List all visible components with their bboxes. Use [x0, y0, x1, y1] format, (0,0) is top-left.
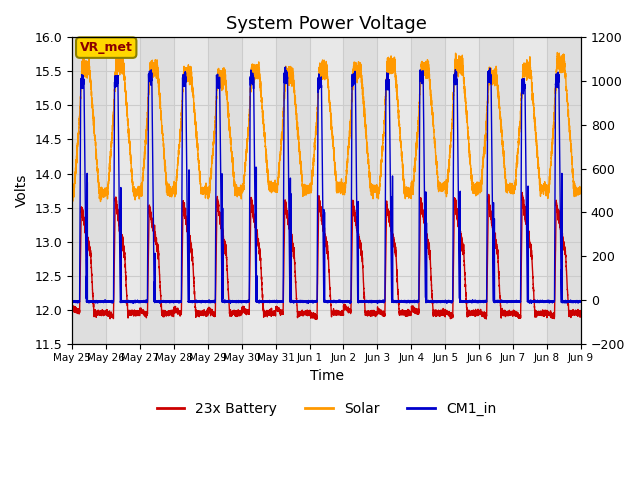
Bar — [72, 37, 106, 344]
Bar — [344, 37, 378, 344]
Y-axis label: Volts: Volts — [15, 174, 29, 207]
Bar — [547, 37, 581, 344]
X-axis label: Time: Time — [310, 369, 344, 383]
Bar — [276, 37, 310, 344]
Text: VR_met: VR_met — [80, 41, 132, 54]
Bar — [208, 37, 242, 344]
Bar — [140, 37, 174, 344]
Title: System Power Voltage: System Power Voltage — [226, 15, 427, 33]
Legend: 23x Battery, Solar, CM1_in: 23x Battery, Solar, CM1_in — [151, 396, 502, 422]
Bar — [479, 37, 513, 344]
Bar — [412, 37, 445, 344]
